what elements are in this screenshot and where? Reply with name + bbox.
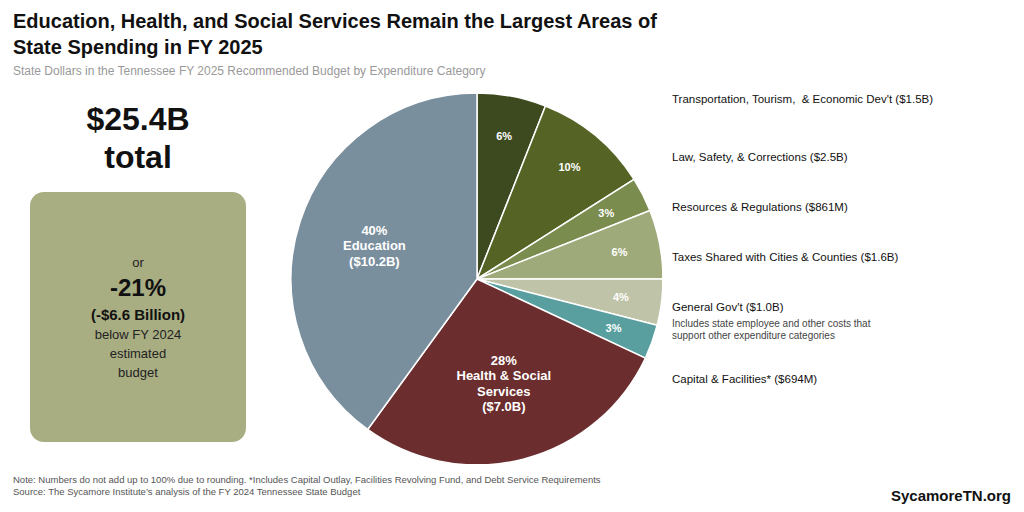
html-text:$25.4B total: $25.4B total xyxy=(86,101,190,175)
html-text:State Dollars in the Tennessee: State Dollars in the Tennessee FY 2025 R… xyxy=(13,64,486,78)
html-text:Transportation, Tourism, & Eco: Transportation, Tourism, & Economic Dev'… xyxy=(672,93,933,105)
svg-text:28%Health & SocialServices($7.: 28%Health & SocialServices($7.0B) xyxy=(457,353,552,415)
svg-text:40%Education($10.2B): 40%Education($10.2B) xyxy=(343,223,406,269)
svg-text:3%: 3% xyxy=(598,207,614,219)
svg-text:4%: 4% xyxy=(613,291,629,303)
html-text:Note: Numbers do not add up to: Note: Numbers do not add up to 100% due … xyxy=(13,474,601,497)
svg-text:6%: 6% xyxy=(496,130,512,142)
html-text:-21%: -21% xyxy=(110,273,166,301)
html-text:estimated: estimated xyxy=(109,345,167,361)
html-text:SycamoreTN.org: SycamoreTN.org xyxy=(891,487,1011,504)
html-text:Resources & Regulations ($861M: Resources & Regulations ($861M) xyxy=(672,201,848,213)
svg-text:10%: 10% xyxy=(558,161,580,173)
html-text:General Gov't ($1.0B): General Gov't ($1.0B) xyxy=(672,301,784,313)
html-text:Taxes Shared with Cities & Cou: Taxes Shared with Cities & Counties ($1.… xyxy=(672,251,899,263)
html-text:Capital & Facilities* ($694M): Capital & Facilities* ($694M) xyxy=(672,373,818,385)
html-text:budget: budget xyxy=(118,364,158,380)
svg-text:3%: 3% xyxy=(606,322,622,334)
html-text:or: or xyxy=(132,254,144,270)
html-text:below FY 2024: below FY 2024 xyxy=(94,326,182,342)
html-text:Law, Safety, & Corrections ($2: Law, Safety, & Corrections ($2.5B) xyxy=(672,151,848,163)
html-text:Education, Health, and Social: Education, Health, and Social Services R… xyxy=(13,10,657,58)
svg-text:6%: 6% xyxy=(612,246,628,258)
html-text:(-$6.6 Billion): (-$6.6 Billion) xyxy=(90,305,186,323)
html-text:Includes state employee and ot: Includes state employee and other costs … xyxy=(672,318,871,341)
